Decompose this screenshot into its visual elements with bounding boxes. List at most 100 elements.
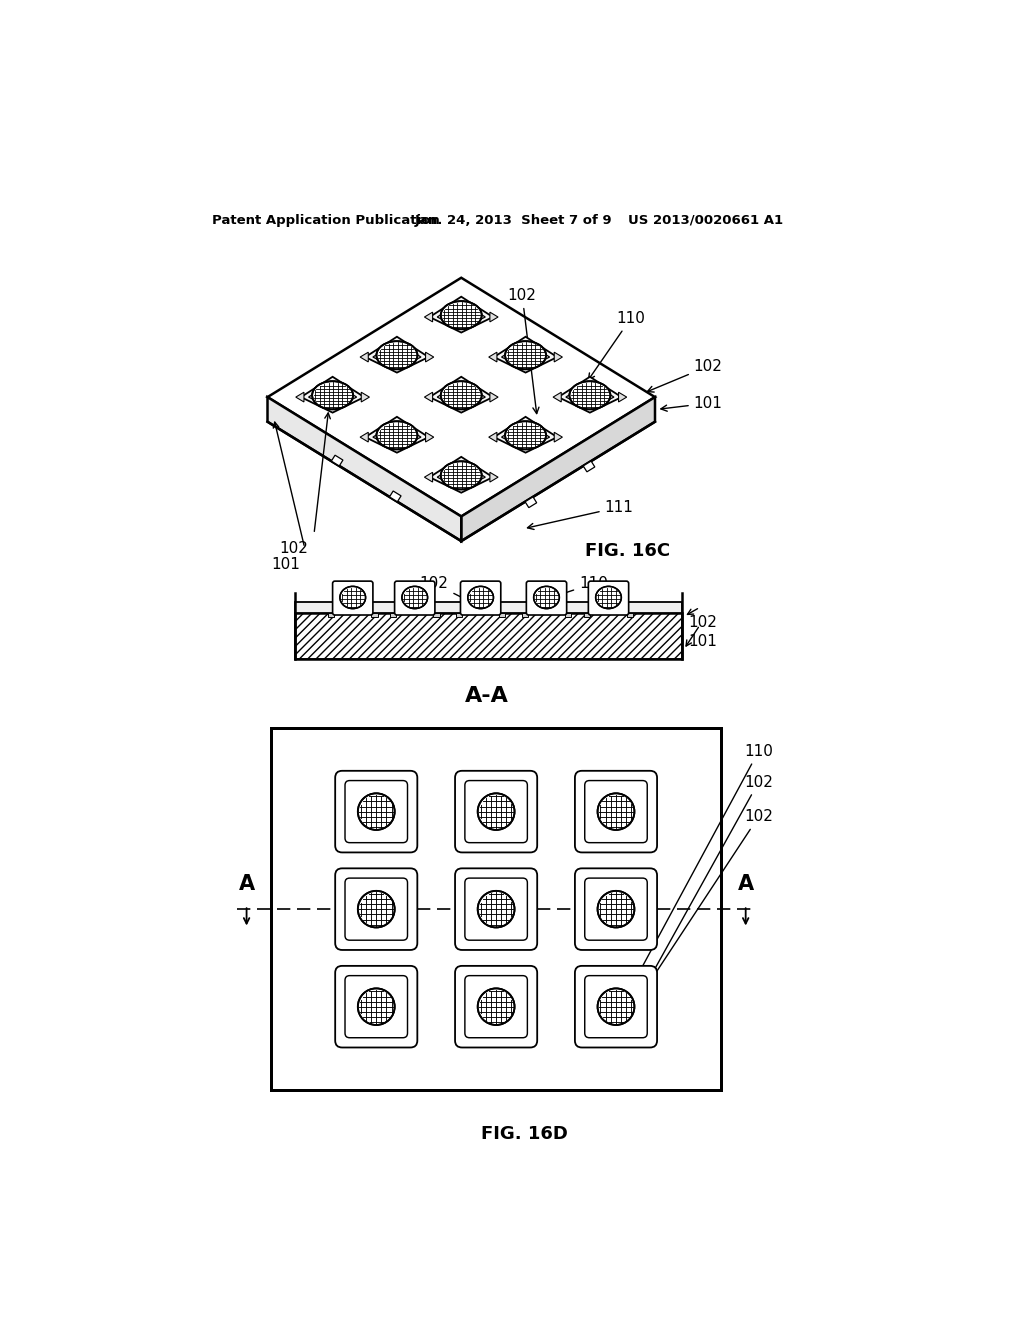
Text: 101: 101 [660,396,723,412]
Text: A: A [737,874,754,894]
Polygon shape [308,381,356,409]
Polygon shape [373,342,421,368]
Bar [295,612,682,659]
Bar [372,612,378,616]
Text: FIG. 16D: FIG. 16D [481,1125,568,1143]
Polygon shape [558,376,622,413]
Bar [456,612,462,616]
Text: 111: 111 [527,500,634,529]
Circle shape [598,793,635,830]
Text: Patent Application Publication: Patent Application Publication [212,214,439,227]
Polygon shape [502,421,550,449]
Text: 110: 110 [547,576,608,601]
FancyBboxPatch shape [589,581,629,615]
Text: 101: 101 [688,635,717,649]
Bar [390,612,396,616]
Polygon shape [360,432,369,442]
Text: 102: 102 [280,541,308,556]
FancyBboxPatch shape [394,581,435,615]
Polygon shape [554,352,562,362]
Polygon shape [426,432,434,442]
Circle shape [478,989,514,1024]
Bar [295,612,682,659]
Polygon shape [373,421,421,449]
Text: 102: 102 [647,809,773,986]
Polygon shape [430,376,493,413]
Polygon shape [437,381,485,409]
Ellipse shape [440,461,481,490]
Polygon shape [553,392,561,403]
Text: A: A [239,874,255,894]
Polygon shape [426,352,434,362]
FancyBboxPatch shape [335,966,418,1048]
Ellipse shape [440,381,481,409]
Text: 102: 102 [688,615,717,630]
Text: FIG. 16C: FIG. 16C [586,543,671,560]
Text: 102: 102 [420,576,473,603]
Circle shape [357,793,394,830]
Ellipse shape [468,586,494,609]
Polygon shape [361,392,370,403]
Ellipse shape [440,301,481,329]
FancyBboxPatch shape [465,878,527,940]
FancyBboxPatch shape [333,581,373,615]
Ellipse shape [534,586,559,609]
Polygon shape [332,455,343,466]
FancyBboxPatch shape [585,878,647,940]
Ellipse shape [312,381,353,409]
FancyBboxPatch shape [574,966,657,1048]
Polygon shape [489,392,498,403]
Text: A-A: A-A [465,686,509,706]
Polygon shape [489,312,498,322]
Polygon shape [430,297,493,333]
FancyBboxPatch shape [335,869,418,950]
Polygon shape [430,457,493,492]
Polygon shape [366,337,429,372]
Polygon shape [494,417,557,453]
FancyBboxPatch shape [345,975,408,1038]
FancyBboxPatch shape [345,780,408,842]
Text: 102: 102 [638,775,773,999]
Text: 102: 102 [647,359,723,392]
FancyBboxPatch shape [465,975,527,1038]
Ellipse shape [340,586,366,609]
Ellipse shape [401,586,428,609]
Text: Jan. 24, 2013  Sheet 7 of 9: Jan. 24, 2013 Sheet 7 of 9 [415,214,612,227]
FancyBboxPatch shape [574,771,657,853]
Bar [433,612,439,616]
Polygon shape [301,376,365,413]
Bar [271,729,721,1090]
FancyBboxPatch shape [335,771,418,853]
FancyBboxPatch shape [585,975,647,1038]
Polygon shape [424,473,432,482]
FancyBboxPatch shape [455,771,538,853]
Text: 110: 110 [589,312,645,380]
Polygon shape [267,277,655,516]
Bar [565,612,571,616]
Circle shape [357,989,394,1024]
Bar [500,612,506,616]
Polygon shape [525,496,537,508]
Polygon shape [554,432,562,442]
Polygon shape [424,392,432,403]
Circle shape [478,891,514,928]
Polygon shape [489,473,498,482]
Circle shape [598,989,635,1024]
Polygon shape [360,352,369,362]
Text: 101: 101 [271,557,300,573]
Polygon shape [461,397,655,541]
FancyBboxPatch shape [455,966,538,1048]
Circle shape [357,891,394,928]
Polygon shape [267,397,461,541]
Ellipse shape [569,381,610,409]
Ellipse shape [505,341,546,370]
Bar [627,612,633,616]
Ellipse shape [505,421,546,449]
Polygon shape [618,392,627,403]
FancyBboxPatch shape [455,869,538,950]
FancyBboxPatch shape [345,878,408,940]
Text: US 2013/0020661 A1: US 2013/0020661 A1 [628,214,783,227]
Ellipse shape [377,421,418,449]
Polygon shape [502,342,550,368]
Polygon shape [389,491,401,502]
